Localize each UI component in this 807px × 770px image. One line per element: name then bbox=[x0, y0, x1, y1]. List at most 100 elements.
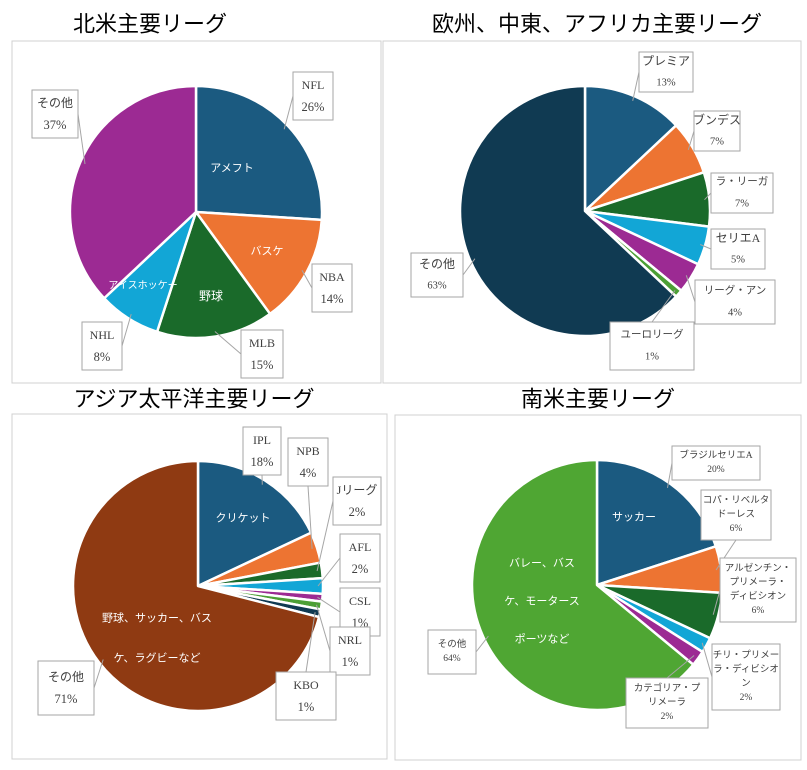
callout-leader bbox=[317, 557, 341, 587]
callout-box bbox=[329, 626, 371, 676]
chart-title: アジア太平洋主要リーグ bbox=[73, 388, 314, 413]
callout-percent: 2% bbox=[352, 562, 369, 576]
callout-leader bbox=[214, 331, 242, 355]
slice-inner-label: アメフト bbox=[210, 162, 253, 175]
callout-box bbox=[711, 643, 781, 711]
callout-box bbox=[609, 321, 695, 371]
callout-category: その他 bbox=[37, 96, 73, 110]
pie-slice bbox=[583, 84, 678, 213]
callout-leader bbox=[632, 71, 640, 102]
callout-category: リーグ・アン bbox=[704, 284, 767, 297]
callout-box bbox=[700, 489, 772, 541]
callout-category: ディビシオン bbox=[730, 590, 786, 602]
callout-percent: 14% bbox=[321, 292, 344, 306]
callout-box bbox=[694, 279, 776, 325]
callout-percent: 1% bbox=[645, 352, 659, 363]
callout-category: その他 bbox=[419, 257, 455, 271]
slice-inner-label: アイスホッケー bbox=[108, 280, 177, 292]
callout-category: NBA bbox=[319, 270, 345, 284]
callout-category: NPB bbox=[296, 444, 319, 458]
callout-category: NRL bbox=[338, 633, 362, 647]
callout-percent: 7% bbox=[710, 137, 724, 148]
callout-percent: 71% bbox=[55, 692, 78, 706]
callout-box bbox=[242, 426, 282, 476]
callout-category: コパ・リベルタ bbox=[703, 495, 770, 506]
callout-leader bbox=[651, 290, 676, 323]
callout-leader bbox=[715, 539, 737, 571]
callout-leader bbox=[301, 270, 313, 289]
callout-category: AFL bbox=[349, 540, 372, 554]
slice-inner-label: バスケ bbox=[251, 245, 284, 258]
callout-category: チリ・プリメー bbox=[713, 650, 780, 661]
callout-category: NHL bbox=[90, 328, 115, 342]
callout-category: その他 bbox=[48, 670, 84, 684]
callout-leader bbox=[712, 589, 721, 615]
callout-category: MLB bbox=[249, 336, 275, 350]
slice-inner-label: サッカー bbox=[612, 511, 656, 524]
callout-percent: 18% bbox=[251, 455, 274, 469]
slice-inner-label: ケ、モータース bbox=[504, 595, 580, 608]
slice-inner-label: ポーツなど bbox=[515, 633, 570, 646]
callout-category: ブラジルセリエA bbox=[679, 449, 752, 461]
callout-percent: 13% bbox=[656, 78, 676, 89]
callout-percent: 5% bbox=[731, 255, 745, 266]
callout-percent: 64% bbox=[443, 654, 461, 664]
slice-inner-label: 野球、サッカー、バス bbox=[102, 611, 212, 625]
callout-leader bbox=[121, 313, 132, 347]
callout-leader bbox=[317, 596, 341, 613]
callout-category: プレミア bbox=[642, 54, 690, 68]
callout-percent: 4% bbox=[300, 466, 317, 480]
slice-inner-label: ケ、ラグビーなど bbox=[113, 651, 200, 665]
callout-leader bbox=[462, 258, 476, 276]
callout-percent: 63% bbox=[427, 281, 447, 292]
callout-percent: 2% bbox=[740, 693, 753, 703]
callout-box bbox=[332, 476, 382, 526]
pie-slice bbox=[68, 84, 198, 300]
callout-percent: 15% bbox=[251, 358, 274, 372]
callout-category: その他 bbox=[438, 638, 467, 650]
callout-percent: 1% bbox=[342, 655, 359, 669]
callout-box bbox=[625, 677, 709, 729]
pie-slice bbox=[155, 210, 272, 340]
callout-box bbox=[339, 533, 381, 583]
callout-category: カテゴリア・プ bbox=[634, 682, 701, 694]
chart-title: 南米主要リーグ bbox=[521, 388, 675, 413]
callout-category: アルゼンチン・ bbox=[725, 562, 791, 574]
callout-box bbox=[710, 228, 766, 270]
callout-box bbox=[31, 89, 79, 139]
callout-box bbox=[275, 671, 337, 721]
pie-slice bbox=[194, 210, 323, 316]
callout-box bbox=[81, 321, 123, 371]
callout-box bbox=[427, 629, 477, 675]
callout-leader bbox=[316, 500, 334, 572]
callout-leader bbox=[685, 275, 696, 303]
chart-title: 北米主要リーグ bbox=[73, 13, 227, 38]
callout-box bbox=[292, 71, 334, 121]
callout-percent: 2% bbox=[661, 712, 674, 722]
callout-category: ラ・ディビシオ bbox=[713, 663, 779, 675]
pie-slice bbox=[194, 84, 324, 222]
callout-box bbox=[693, 110, 741, 152]
callout-leader bbox=[700, 244, 712, 250]
callout-box bbox=[410, 252, 464, 298]
callout-percent: 6% bbox=[752, 606, 765, 616]
callout-category: Jリーグ bbox=[337, 483, 378, 497]
callout-percent: 8% bbox=[94, 350, 111, 364]
callout-category: ユーロリーグ bbox=[621, 328, 684, 341]
callout-leader bbox=[667, 462, 673, 488]
callout-leader bbox=[687, 130, 695, 151]
callout-leader bbox=[305, 612, 316, 673]
callout-box bbox=[287, 437, 329, 487]
pie-slice bbox=[196, 459, 313, 588]
slice-inner-label: クリケット bbox=[216, 512, 271, 525]
callout-category: ラ・リーガ bbox=[716, 176, 769, 188]
callout-box bbox=[240, 329, 284, 379]
callout-leader bbox=[475, 635, 489, 653]
chart-title: 欧州、中東、アフリカ主要リーグ bbox=[432, 13, 762, 38]
callout-box bbox=[671, 445, 761, 481]
callout-category: リメーラ bbox=[648, 697, 686, 708]
callout-category: ン bbox=[741, 679, 751, 689]
